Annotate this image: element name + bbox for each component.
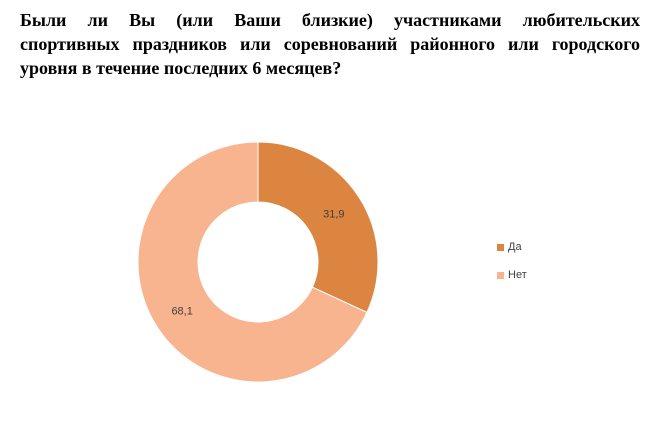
legend-item-net: Нет <box>497 268 527 282</box>
legend-item-da: Да <box>497 240 527 254</box>
slice-net <box>137 141 368 383</box>
question-line-2: спортивных праздников или соревнований р… <box>20 34 640 54</box>
question-title: Были ли Вы (или Ваши близкие) участникам… <box>20 8 640 80</box>
question-line-3: уровня в течение последних 6 месяцев? <box>20 58 342 78</box>
legend-swatch-net <box>497 271 504 279</box>
legend-label-da: Да <box>508 241 522 253</box>
legend-label-net: Нет <box>508 269 527 281</box>
data-label-net: 68,1 <box>171 305 192 317</box>
slice-da <box>257 141 379 314</box>
question-line-1: Были ли Вы (или Ваши близкие) участникам… <box>20 10 640 30</box>
data-label-da: 31,9 <box>323 209 344 221</box>
legend: Да Нет <box>497 240 527 296</box>
legend-swatch-da <box>497 243 504 251</box>
